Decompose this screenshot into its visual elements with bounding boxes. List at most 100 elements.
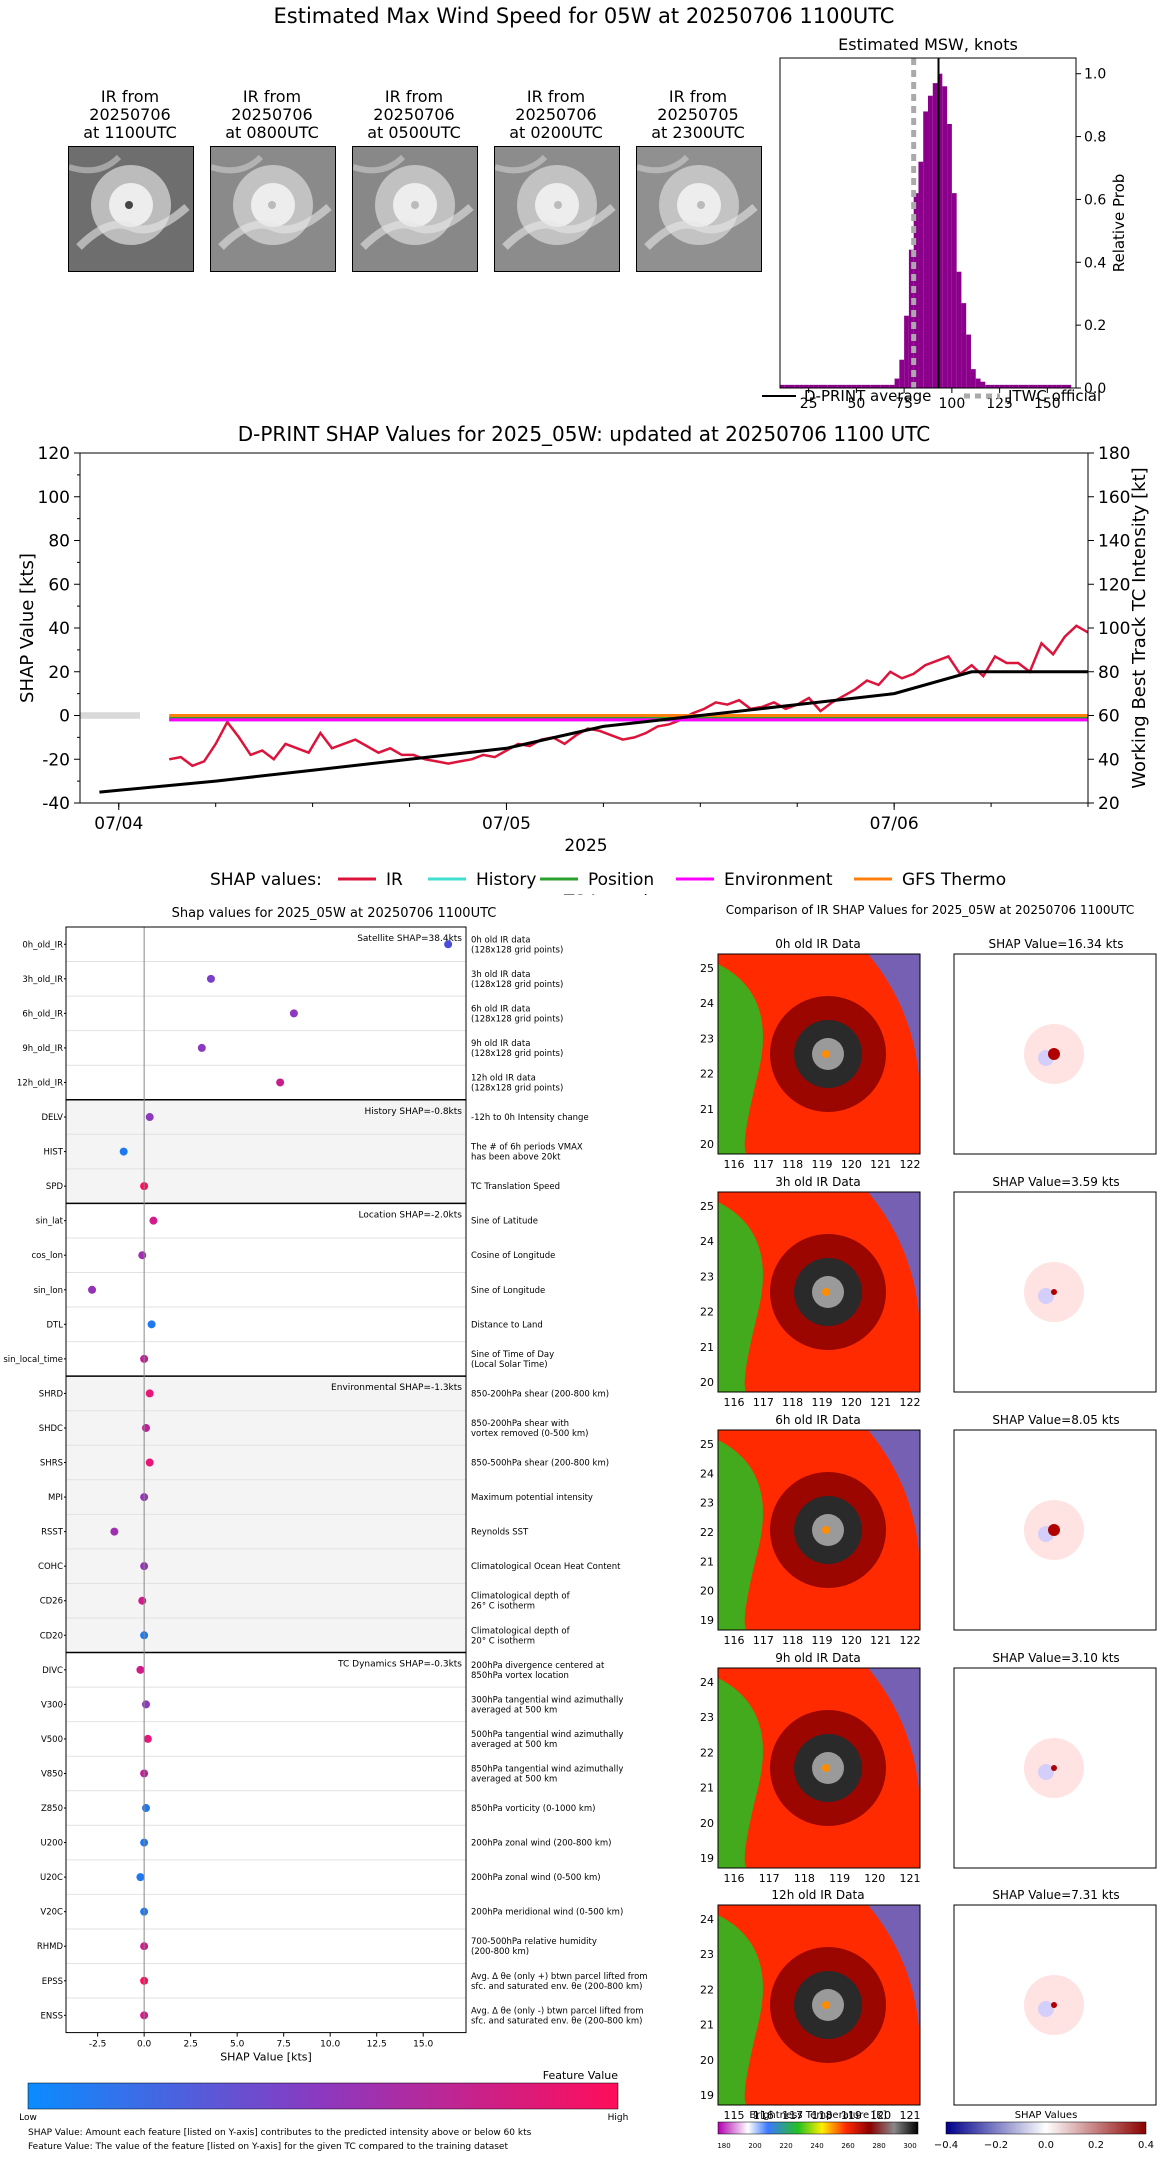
ir-map-frame bbox=[717, 1904, 921, 2106]
ts-y2-tick-label: 180 bbox=[1098, 445, 1130, 464]
msw-bar bbox=[994, 384, 1000, 388]
sv-tick-label: 0.2 bbox=[1088, 2140, 1104, 2151]
map-y-tick-label: 23 bbox=[700, 1711, 714, 1724]
colorbar-low: Low bbox=[19, 2113, 37, 2123]
feature-description: 6h old IR data (128x128 grid points) bbox=[471, 1004, 563, 1024]
map-y-tick-label: 22 bbox=[700, 1306, 714, 1319]
msw-bar bbox=[856, 384, 862, 388]
feature-description: Sine of Latitude bbox=[471, 1217, 538, 1227]
ts-y-tick-label: -20 bbox=[42, 750, 70, 770]
legend-label: TC Intensity bbox=[563, 892, 665, 895]
shap-point bbox=[206, 974, 215, 983]
legend-label: Position bbox=[588, 870, 654, 890]
msw-x-tick-label: 75 bbox=[895, 396, 913, 412]
thumbnail-label-line: IR from bbox=[668, 87, 728, 106]
group-label: Location SHAP=-2.0kts bbox=[358, 1210, 462, 1220]
msw-bar bbox=[942, 86, 948, 389]
msw-bar bbox=[822, 384, 828, 388]
map-x-tick-label: 117 bbox=[753, 1634, 774, 1647]
feature-group-bg bbox=[66, 927, 466, 1100]
ir-map-cold-band bbox=[718, 1915, 763, 2105]
shap-point bbox=[110, 1527, 119, 1536]
ir-map-cold-band bbox=[718, 964, 763, 1154]
feature-description: Reynolds SST bbox=[471, 1528, 529, 1538]
ir-map-cold-band bbox=[718, 1678, 763, 1868]
main-title: Estimated Max Wind Speed for 05W at 2025… bbox=[273, 4, 895, 28]
msw-bar bbox=[846, 384, 852, 388]
group-label: Satellite SHAP=38.4kts bbox=[357, 934, 462, 944]
ir-map-row: 24 23 22 21 20 19 116 117 118 119 120 121 bbox=[700, 1667, 1157, 1885]
feature-name: cos_lon bbox=[31, 1251, 63, 1261]
msw-bar bbox=[851, 384, 857, 388]
feature-description: 500hPa tangential wind azimuthally averag… bbox=[471, 1730, 623, 1750]
msw-y-tick-label: 0.0 bbox=[1084, 381, 1106, 397]
map-y-tick-label: 22 bbox=[700, 1526, 714, 1539]
feature-description: Climatological Ocean Heat Content bbox=[471, 1562, 621, 1572]
sv-colorbar bbox=[945, 2121, 1147, 2135]
ir-map-row: 25 24 23 22 21 20 116 117 118 119 120 121 122 bbox=[700, 953, 1157, 1171]
ir-thumbnail bbox=[636, 146, 762, 272]
thumbnail-label-line: IR from bbox=[526, 87, 586, 106]
msw-bar bbox=[861, 384, 866, 388]
map-x-tick-label: 121 bbox=[900, 2109, 921, 2122]
feature-description: Maximum potential intensity bbox=[471, 1493, 593, 1503]
feature-name: 6h_old_IR bbox=[22, 1009, 63, 1019]
ir-map-frame bbox=[717, 1191, 921, 1393]
msw-bar bbox=[1013, 384, 1019, 388]
msw-bar bbox=[1023, 384, 1029, 388]
map-x-tick-label: 116 bbox=[724, 1396, 745, 1409]
ir-map-cold-band bbox=[718, 1440, 763, 1630]
msw-bar bbox=[818, 384, 823, 388]
feature-name: HIST bbox=[44, 1148, 64, 1158]
feature-description: 850hPa tangential wind azimuthally averag… bbox=[471, 1764, 623, 1784]
feature-name: 0h_old_IR bbox=[22, 940, 63, 950]
storm-center-marker bbox=[822, 1764, 830, 1772]
feature-name: U20C bbox=[40, 1873, 63, 1883]
bt-colorbar-label: Brightness Temperature [K] bbox=[749, 2110, 886, 2121]
ts-y2-tick-label: 20 bbox=[1098, 794, 1120, 814]
map-y-tick-label: 22 bbox=[700, 1746, 714, 1759]
bee-x-tick-label: 12.5 bbox=[367, 2040, 387, 2050]
map-y-tick-label: 24 bbox=[700, 997, 714, 1010]
ir-colorbars: Brightness Temperature [K] 180 200 220 240 26… bbox=[717, 2110, 1154, 2151]
ir-panel-title: 9h old IR Data bbox=[775, 1651, 861, 1665]
ir-thumbnail bbox=[68, 146, 194, 272]
feature-description: 850-500hPa shear (200-800 km) bbox=[471, 1459, 609, 1469]
map-x-tick-label: 118 bbox=[794, 1872, 815, 1885]
shap-map-peak bbox=[1051, 1765, 1057, 1771]
map-y-tick-label: 25 bbox=[700, 962, 714, 975]
feature-name: SHRS bbox=[40, 1459, 63, 1469]
map-x-tick-label: 118 bbox=[782, 1396, 803, 1409]
ts-y2-tick-label: 160 bbox=[1098, 488, 1130, 508]
sv-tick-label: 0.4 bbox=[1138, 2140, 1154, 2151]
map-x-tick-label: 120 bbox=[841, 1396, 862, 1409]
note-shap-value: SHAP Value: Amount each feature [listed … bbox=[28, 2128, 532, 2138]
msw-bar bbox=[1004, 384, 1010, 388]
msw-bar bbox=[923, 111, 928, 388]
ir-thumbnail bbox=[210, 146, 336, 272]
sv-tick-label: −0.4 bbox=[934, 2140, 958, 2151]
thumbnail-label-line: at 0200UTC bbox=[509, 123, 603, 142]
group-label: History SHAP=-0.8kts bbox=[365, 1107, 463, 1117]
msw-bar bbox=[789, 384, 795, 388]
ts-x-tick-label: 07/06 bbox=[870, 814, 919, 834]
bee-x-label: SHAP Value [kts] bbox=[220, 2051, 312, 2064]
map-x-tick-label: 121 bbox=[870, 1396, 891, 1409]
msw-bar bbox=[837, 384, 843, 388]
msw-y-tick-label: 0.8 bbox=[1084, 130, 1106, 146]
ir-map-row: 24 23 22 21 20 19 115 116 117 118 119 120 121 bbox=[700, 1904, 1157, 2122]
shap-map-peak bbox=[1048, 1048, 1060, 1060]
msw-bar bbox=[894, 378, 900, 388]
feature-name: SHRD bbox=[39, 1389, 64, 1399]
legend-label: History bbox=[476, 870, 536, 890]
shap-panel-title: SHAP Value=3.59 kts bbox=[992, 1175, 1120, 1189]
shap-beeswarm-chart: Shap values for 2025_05W at 20250706 110… bbox=[3, 906, 647, 2152]
ir-map-row: 25 24 23 22 21 20 19 116 117 118 119 120 121 122 bbox=[700, 1429, 1157, 1647]
feature-name: V300 bbox=[41, 1700, 63, 1710]
map-y-tick-label: 20 bbox=[700, 1585, 714, 1598]
thumbnail-label: IR from 20250706 at 0200UTC bbox=[494, 88, 618, 142]
shap-point bbox=[119, 1147, 128, 1156]
feature-description: 200hPa zonal wind (200-800 km) bbox=[471, 1839, 611, 1849]
map-x-tick-label: 118 bbox=[812, 2109, 833, 2122]
shap-point bbox=[145, 1458, 154, 1467]
